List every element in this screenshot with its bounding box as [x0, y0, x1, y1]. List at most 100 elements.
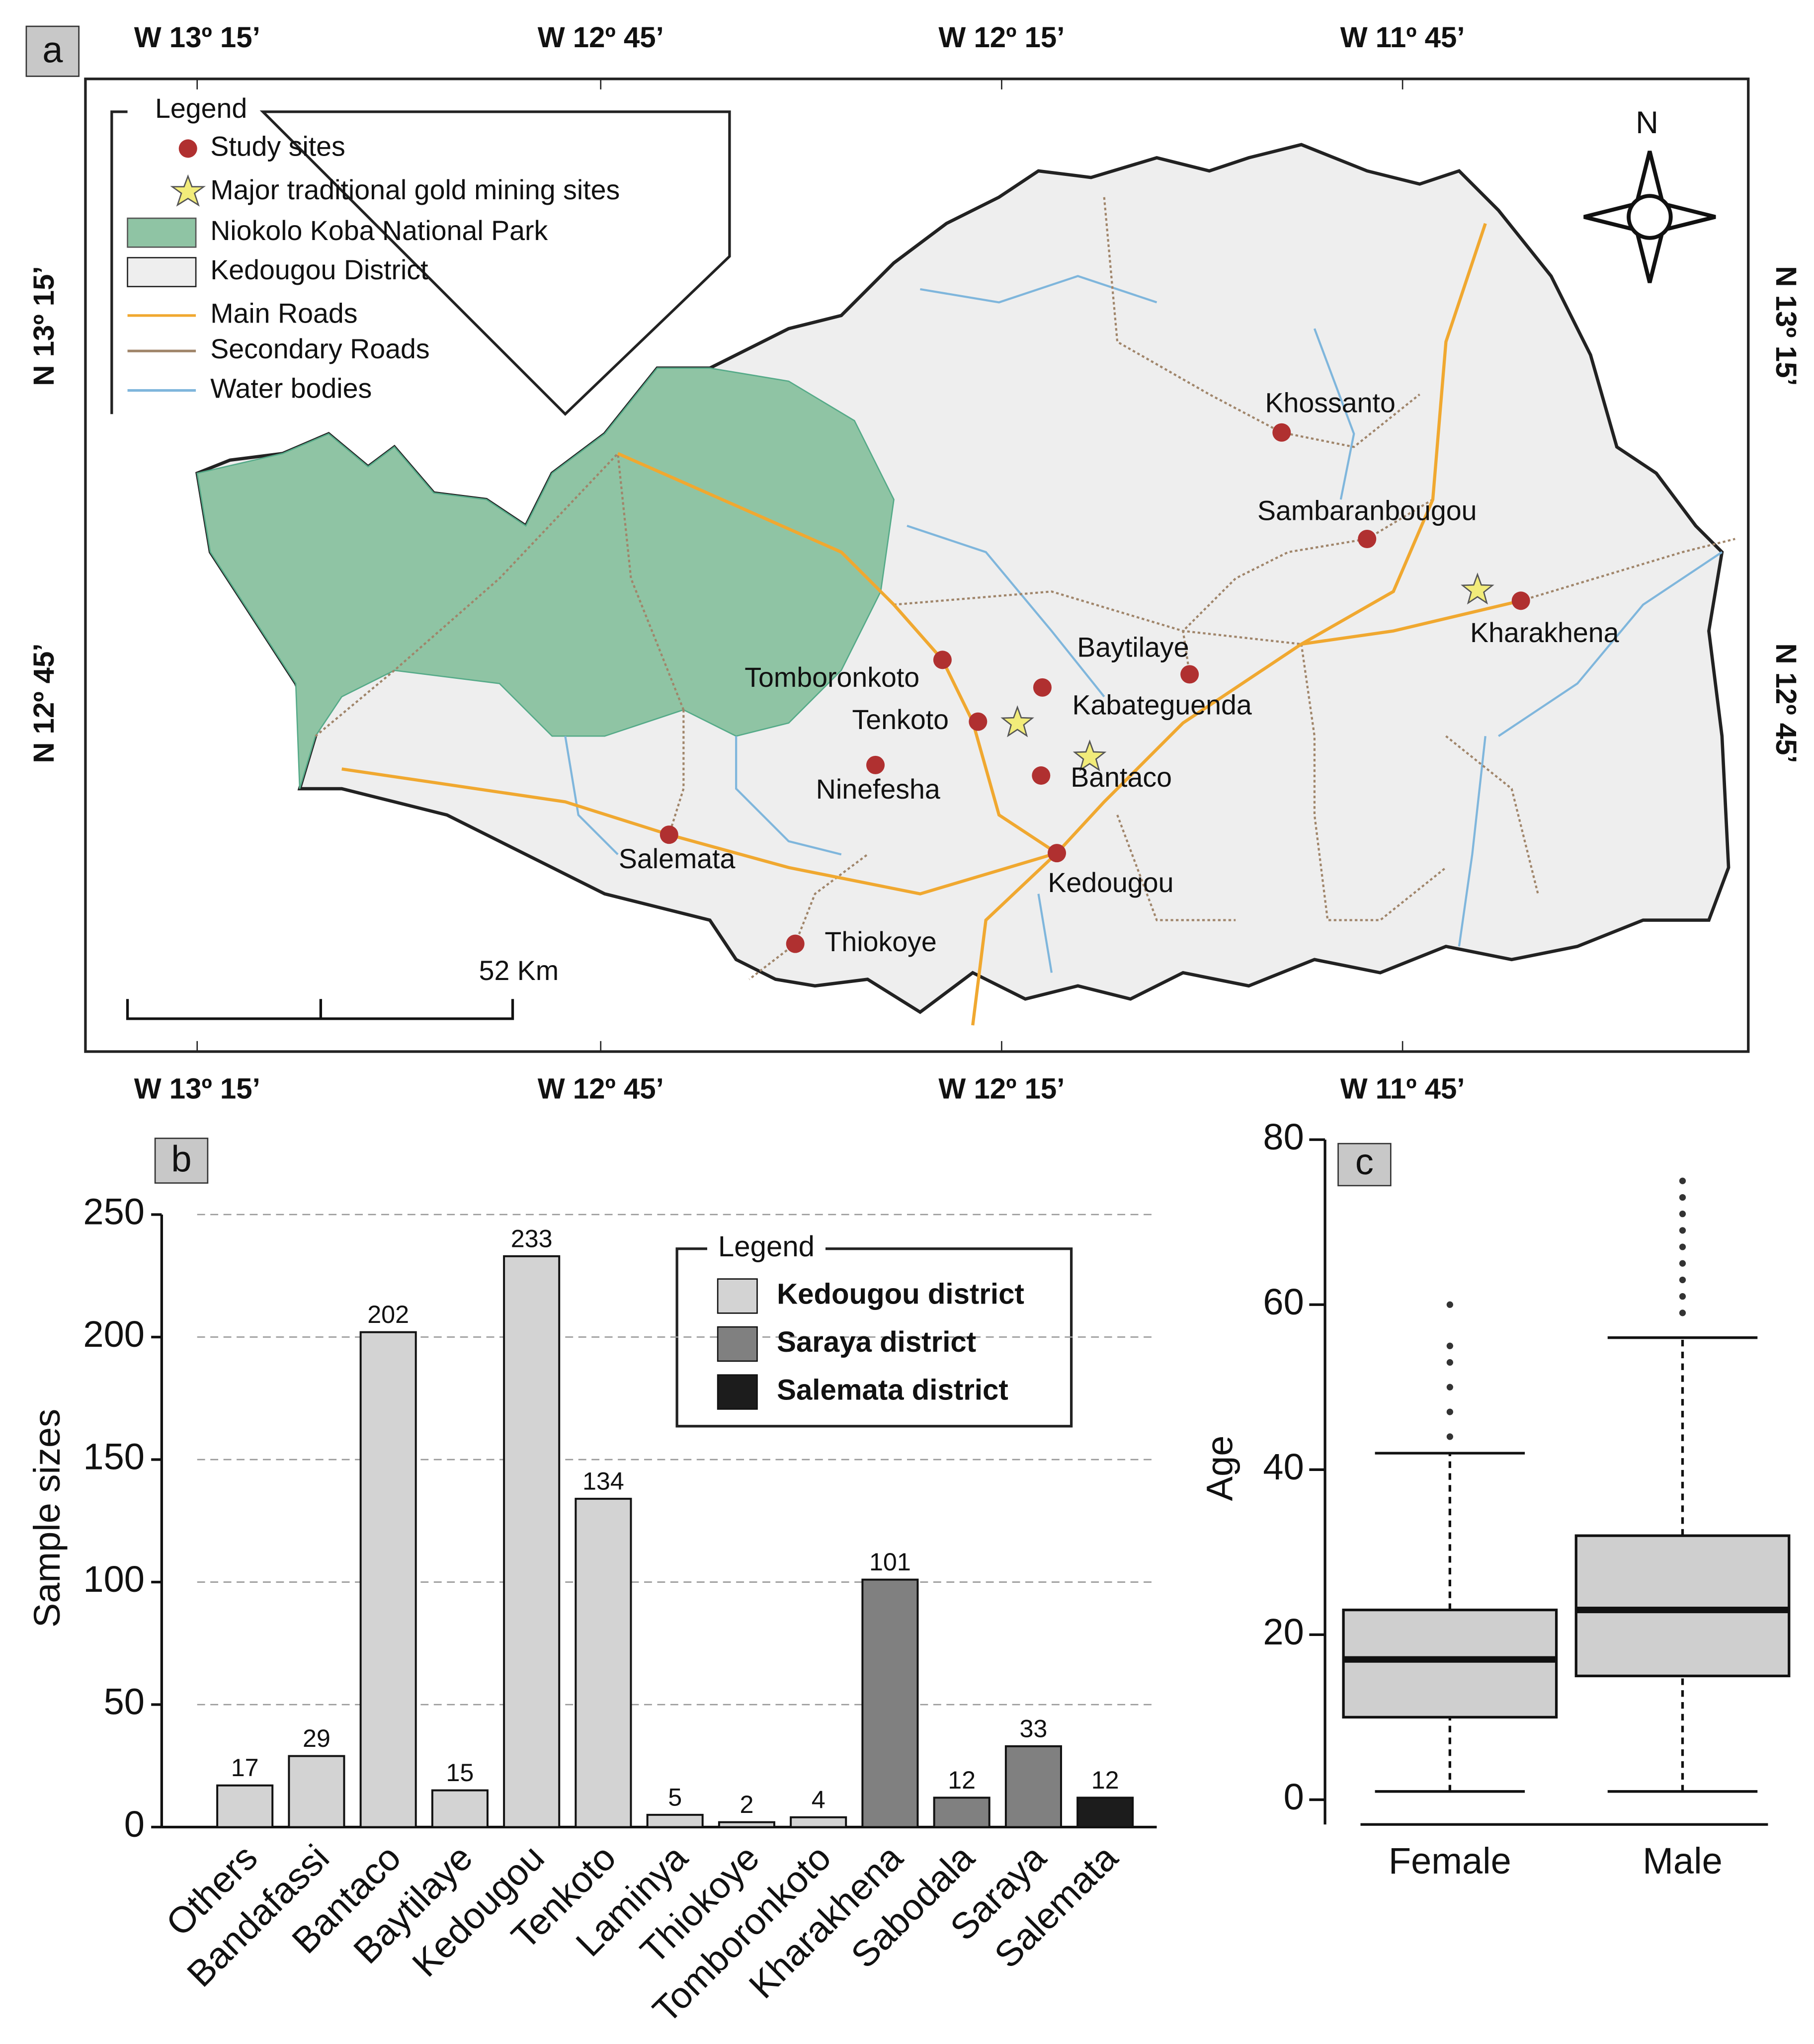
legend-label: Secondary Roads	[210, 333, 429, 364]
legend-label: Saraya district	[777, 1326, 976, 1358]
site-label: Kharakhena	[1470, 617, 1619, 648]
bar	[575, 1497, 632, 1828]
park-area	[196, 367, 895, 789]
site-label: Salemata	[619, 843, 736, 874]
site-label: Kabateguenda	[1072, 690, 1251, 721]
outlier	[1679, 1276, 1686, 1284]
legend-swatch	[717, 1326, 758, 1362]
site-label: Tomboronkoto	[744, 662, 919, 693]
box	[1574, 1534, 1791, 1678]
bar	[790, 1816, 847, 1828]
longitude-label: W 12º 15’	[938, 1073, 1065, 1105]
legend-park	[127, 217, 197, 248]
bar	[288, 1755, 345, 1828]
outlier	[1446, 1359, 1453, 1366]
value-label: 12	[948, 1766, 976, 1794]
value-label: 12	[1091, 1766, 1119, 1794]
value-label: 5	[668, 1783, 682, 1811]
y-tick-label: 20	[1263, 1611, 1304, 1652]
outlier	[1679, 1243, 1686, 1250]
water-bodies	[564, 275, 1723, 973]
value-label: 134	[582, 1467, 624, 1495]
site-label: Tenkoto	[852, 704, 949, 735]
legend-label: Major traditional gold mining sites	[210, 174, 620, 205]
outlier	[1679, 1227, 1686, 1234]
panel-box	[1337, 1143, 1392, 1187]
outlier	[1679, 1260, 1686, 1267]
longitude-label: W 11º 45’	[1340, 1073, 1465, 1105]
north-arrow-ring	[1627, 194, 1673, 240]
outlier	[1446, 1408, 1453, 1415]
outlier	[1446, 1384, 1453, 1390]
study-site	[1048, 844, 1067, 863]
y-tick-label: 50	[104, 1681, 145, 1722]
site-label: Thiokoye	[825, 926, 936, 957]
outlier	[1679, 1177, 1686, 1184]
panel-label: a	[42, 29, 63, 70]
legend-label: Study sites	[210, 131, 345, 162]
legend-title: Legend	[718, 1230, 815, 1263]
legend-swatch	[717, 1278, 758, 1314]
y-tick-label: 250	[83, 1191, 145, 1232]
legend-label: Kedougou District	[210, 254, 428, 285]
longitude-label: W 12º 45’	[538, 1073, 664, 1105]
panel-label: c	[1355, 1141, 1374, 1182]
panel-label: b	[171, 1139, 191, 1180]
legend-site-marker	[178, 139, 197, 158]
study-site	[1180, 665, 1199, 684]
legend-star	[170, 174, 206, 207]
site-label: Sambaranbougou	[1257, 495, 1477, 526]
legend-title: Legend	[155, 93, 247, 124]
outlier	[1446, 1433, 1453, 1440]
y-tick-label: 80	[1263, 1116, 1304, 1157]
study-site	[1032, 766, 1051, 785]
coordinate-labels: W 13º 15’ W 13º 15’ W 12º 45’ W 12º 45’ W 12…	[28, 21, 1802, 1105]
legend-items: Study sites Major traditional gold mining…	[210, 131, 620, 404]
value-label: 2	[740, 1791, 753, 1818]
longitude-label: W 12º 15’	[938, 21, 1065, 54]
value-label: 33	[1019, 1715, 1047, 1742]
bar	[1076, 1797, 1134, 1828]
site-label: Baytilaye	[1077, 632, 1189, 662]
value-label: 17	[231, 1754, 259, 1782]
study-site	[866, 755, 885, 774]
latitude-label: N 12º 45’	[1770, 644, 1802, 763]
scale-bar	[126, 999, 514, 1020]
x-tick-label: Male	[1643, 1840, 1722, 1881]
outlier	[1679, 1309, 1686, 1316]
y-tick-label: 200	[83, 1313, 145, 1355]
gold-mining-star	[1072, 739, 1107, 772]
site-label: Khossanto	[1265, 387, 1395, 418]
bar	[861, 1578, 919, 1828]
box	[1342, 1608, 1558, 1719]
bar	[718, 1821, 775, 1828]
x-tick-label: Female	[1389, 1840, 1511, 1881]
bar	[431, 1789, 489, 1828]
study-site	[1511, 591, 1530, 610]
value-label: 202	[367, 1301, 409, 1328]
outlier	[1679, 1211, 1686, 1218]
value-label: 4	[812, 1786, 825, 1813]
y-axis-title: Age	[1199, 1436, 1240, 1501]
study-site	[1272, 423, 1291, 442]
value-label: 233	[511, 1225, 553, 1252]
site-layer: Khossanto Sambaranbougou Kharakhena Baytila…	[619, 387, 1619, 957]
latitude-label: N 12º 45’	[28, 644, 60, 763]
legend-title-bg	[707, 1235, 826, 1262]
legend-label: Niokolo Koba National Park	[210, 215, 548, 246]
y-tick-label: 0	[1284, 1776, 1304, 1817]
scale-label: 52 Km	[479, 955, 559, 986]
north-label: N	[1636, 105, 1658, 140]
study-site	[1358, 529, 1377, 549]
secondary-roads	[315, 197, 1735, 981]
bar	[1004, 1745, 1062, 1828]
outlier	[1446, 1342, 1453, 1349]
legend-label: Water bodies	[210, 373, 372, 404]
study-site	[933, 651, 952, 669]
legend-label: Salemata district	[777, 1374, 1008, 1406]
panel-box	[25, 25, 80, 77]
value-label: 29	[303, 1724, 330, 1752]
bar	[646, 1813, 704, 1828]
legend-district	[127, 257, 197, 287]
